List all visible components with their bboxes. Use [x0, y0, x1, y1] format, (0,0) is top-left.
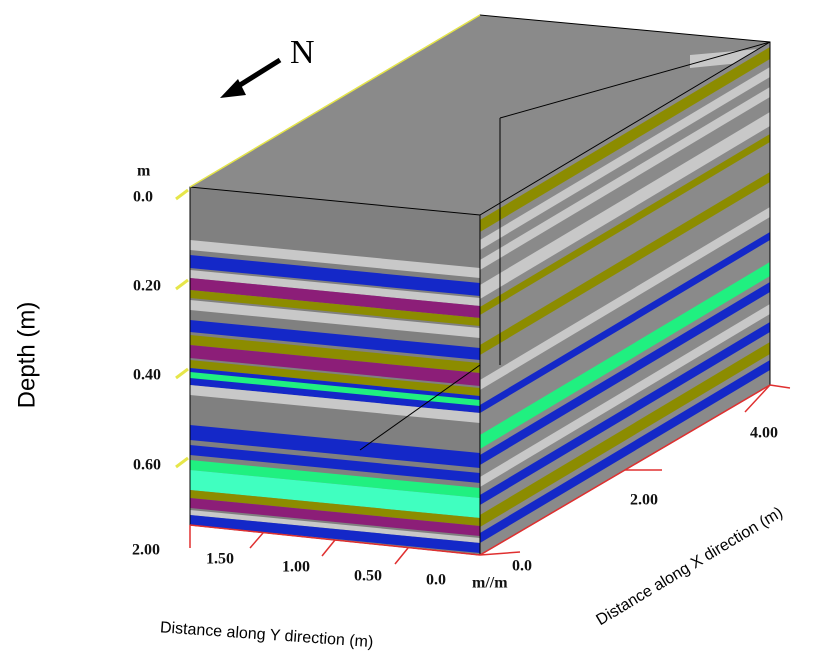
y-tick: 0.50: [354, 568, 382, 585]
band: [190, 335, 480, 373]
band: [190, 300, 480, 338]
slice-line: [359, 364, 481, 451]
y-unit: m//m: [472, 575, 508, 592]
band: [480, 360, 770, 543]
band: [190, 460, 480, 498]
band: [480, 87, 770, 270]
top-face: [190, 15, 770, 215]
band: [480, 282, 770, 465]
depth-title: Depth (m): [13, 302, 40, 409]
band: [190, 372, 480, 406]
band: [480, 304, 770, 487]
band: [190, 255, 480, 296]
depth-ticks: [175, 188, 189, 469]
x-tick: 4.00: [750, 425, 778, 442]
x-title: Distance along X direction (m): [593, 504, 785, 629]
depth-tick: 0.20: [133, 278, 161, 295]
slice-line: [499, 41, 771, 119]
band: [480, 67, 770, 250]
x-tick: 0.0: [512, 558, 532, 575]
band: [480, 232, 770, 413]
y-tick: 2.00: [132, 542, 160, 559]
y-tick: 1.50: [206, 551, 234, 568]
front-face: [190, 187, 480, 555]
band: [480, 342, 770, 527]
band: [190, 345, 480, 386]
depth-tick: 0.0: [133, 189, 153, 206]
x-tick: 2.00: [630, 492, 658, 509]
band: [190, 515, 480, 553]
y-title: Distance along Y direction (m): [159, 619, 373, 651]
axis-edge: [189, 14, 481, 188]
band: [190, 240, 480, 278]
north-arrow-head: [220, 79, 246, 98]
band: [190, 385, 480, 423]
band: [190, 445, 480, 483]
band: [190, 360, 480, 396]
top-stripe: [690, 48, 770, 68]
band: [190, 510, 480, 543]
band: [190, 470, 480, 518]
band: [190, 278, 480, 318]
band: [480, 322, 770, 505]
band: [190, 320, 480, 360]
band: [480, 172, 770, 355]
north-label: N: [290, 34, 315, 71]
depth-tick: 0.40: [133, 367, 161, 384]
band: [480, 207, 770, 390]
depth-unit: m: [137, 163, 151, 180]
y-tick: 1.00: [282, 559, 310, 576]
band: [190, 270, 480, 306]
depth-tick: 0.60: [133, 457, 161, 474]
band: [480, 262, 770, 449]
band: [480, 112, 770, 299]
band: [190, 490, 480, 526]
band: [190, 498, 480, 536]
y-tick: 0.0: [426, 572, 446, 589]
bottom-ticks: [189, 384, 791, 565]
band: [480, 134, 770, 315]
band: [190, 425, 480, 468]
band: [480, 47, 770, 232]
band: [190, 290, 480, 326]
